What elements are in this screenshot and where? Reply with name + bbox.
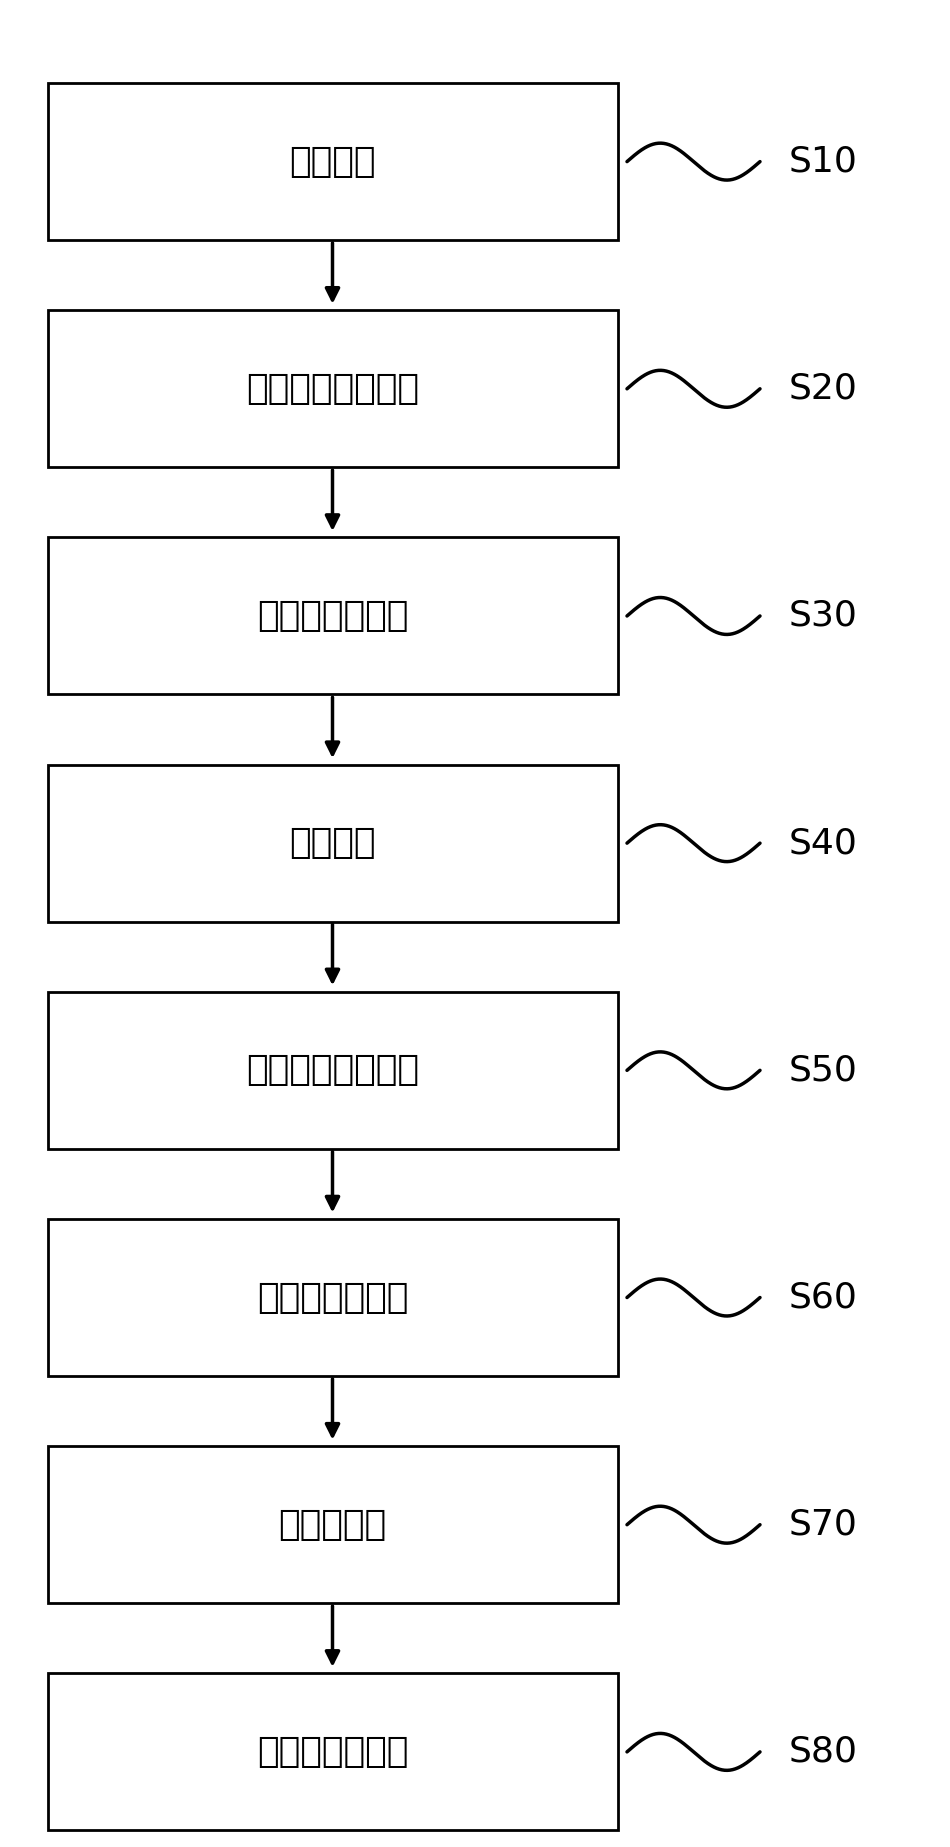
Text: S50: S50 (788, 1053, 857, 1088)
Bar (48, 1219, 618, 1376)
Text: S60: S60 (788, 1280, 857, 1315)
Bar (48, 1673, 618, 1830)
Text: S10: S10 (788, 144, 857, 179)
Text: 形成栅极: 形成栅极 (289, 826, 376, 861)
Bar (48, 1446, 618, 1603)
Bar (48, 765, 618, 922)
Bar (48, 992, 618, 1149)
Text: S30: S30 (788, 598, 857, 634)
Text: S40: S40 (788, 826, 857, 861)
Text: 沉积栅极绝缘层: 沉积栅极绝缘层 (256, 598, 408, 634)
Text: S80: S80 (788, 1734, 858, 1769)
Text: 形成接触孔: 形成接触孔 (278, 1507, 387, 1542)
Bar (48, 537, 618, 694)
Text: 形成层间介质层: 形成层间介质层 (256, 1280, 408, 1315)
Text: 制作基层: 制作基层 (289, 144, 376, 179)
Text: 形成源极和漏极: 形成源极和漏极 (256, 1734, 408, 1769)
Bar (48, 310, 618, 467)
Text: S20: S20 (788, 371, 857, 406)
Text: 形成低温多晶硅层: 形成低温多晶硅层 (246, 371, 419, 406)
Text: S70: S70 (788, 1507, 857, 1542)
Text: 氢化低温多晶硅层: 氢化低温多晶硅层 (246, 1053, 419, 1088)
Bar (48, 83, 618, 240)
